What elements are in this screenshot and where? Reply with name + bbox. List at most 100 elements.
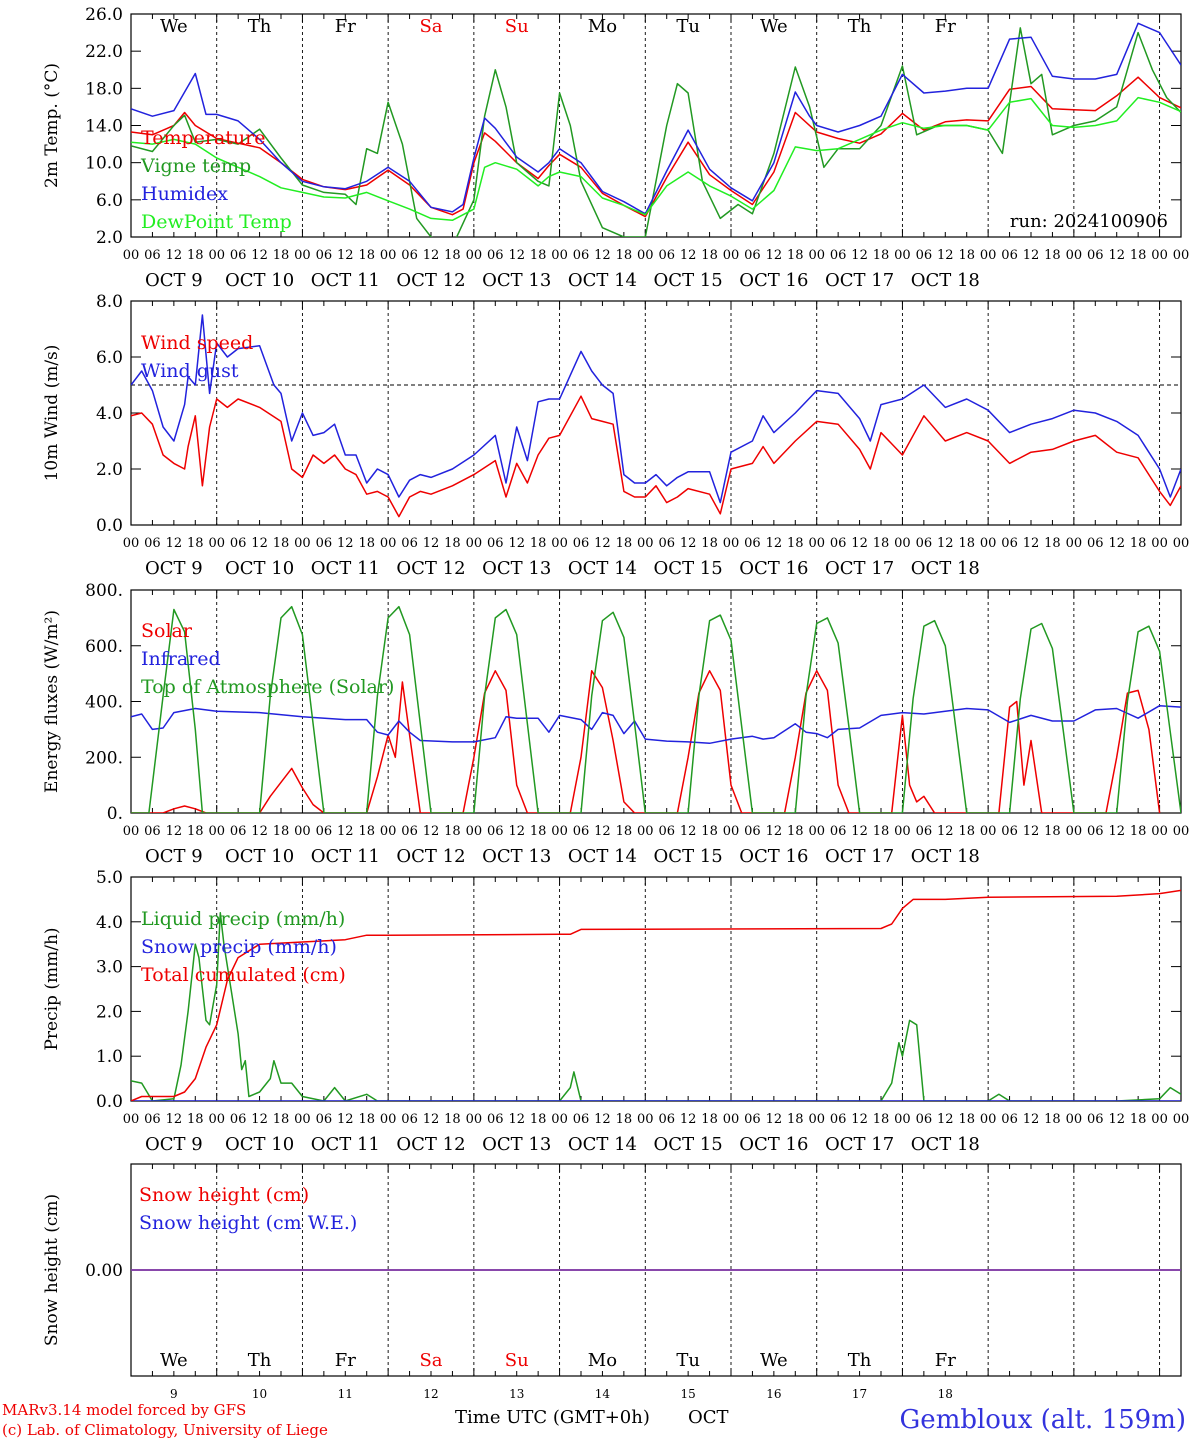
y-tick-label: 5.0 bbox=[96, 868, 123, 888]
hour-tick-label: 12 bbox=[251, 248, 268, 263]
hour-tick-label: 12 bbox=[937, 1112, 954, 1127]
hour-tick-label: 00 bbox=[466, 536, 483, 551]
hour-tick-label: 18 bbox=[1130, 248, 1147, 263]
hour-tick-label: 12 bbox=[766, 824, 783, 839]
series-line-2 bbox=[131, 314, 1181, 504]
y-tick-label: 2.0 bbox=[96, 460, 123, 480]
hour-tick-label: 06 bbox=[230, 1112, 247, 1127]
series-group bbox=[131, 314, 1181, 518]
hour-tick-label: 00 bbox=[551, 536, 568, 551]
legend-entry: Snow height (cm W.E.) bbox=[139, 1212, 357, 1234]
series-line-1 bbox=[131, 395, 1181, 518]
legend-entry: Temperature bbox=[141, 127, 265, 149]
hour-tick-label: 12 bbox=[508, 248, 525, 263]
hour-tick-label: 18 bbox=[787, 1112, 804, 1127]
hour-tick-label: 06 bbox=[658, 824, 675, 839]
hour-tick-label: 00 bbox=[466, 1112, 483, 1127]
y-tick-label: 10.0 bbox=[85, 154, 123, 174]
weekday-label: Th bbox=[848, 16, 872, 37]
hour-tick-label: 00 bbox=[1173, 536, 1190, 551]
weekday-label: Th bbox=[848, 1350, 872, 1371]
day-number-label: 11 bbox=[338, 1387, 353, 1401]
hour-tick-label: 12 bbox=[594, 1112, 611, 1127]
station-label: Gembloux (alt. 159m) bbox=[900, 1405, 1186, 1435]
hour-tick-label: 06 bbox=[744, 248, 761, 263]
y-tick-label: 600. bbox=[85, 637, 123, 657]
weekday-label: We bbox=[760, 16, 788, 37]
hour-tick-label: 18 bbox=[1044, 536, 1061, 551]
series-line-2 bbox=[131, 704, 1181, 745]
hour-tick-label: 18 bbox=[273, 536, 290, 551]
y-tick-label: 8.0 bbox=[96, 292, 123, 312]
date-label: OCT 14 bbox=[568, 558, 637, 579]
legend-entry: Solar bbox=[141, 620, 193, 642]
date-label: OCT 15 bbox=[654, 270, 723, 291]
date-label: OCT 9 bbox=[145, 1134, 203, 1155]
hour-tick-label: 00 bbox=[808, 824, 825, 839]
y-tick-label: 800. bbox=[85, 581, 123, 601]
hour-tick-label: 12 bbox=[1023, 1112, 1040, 1127]
hour-tick-label: 06 bbox=[316, 248, 333, 263]
weekday-label: We bbox=[760, 1350, 788, 1371]
hour-tick-label: 06 bbox=[830, 824, 847, 839]
weekday-label: Sa bbox=[419, 16, 442, 37]
hour-tick-label: 12 bbox=[251, 536, 268, 551]
hour-tick-label: 06 bbox=[744, 1112, 761, 1127]
hour-tick-label: 12 bbox=[166, 1112, 183, 1127]
hour-tick-label: 12 bbox=[937, 824, 954, 839]
hour-tick-label: 12 bbox=[766, 1112, 783, 1127]
hour-tick-label: 00 bbox=[123, 536, 140, 551]
hour-tick-label: 00 bbox=[637, 1112, 654, 1127]
legend-entry: Total cumulated (cm) bbox=[141, 964, 346, 986]
hour-tick-label: 12 bbox=[851, 536, 868, 551]
hour-tick-label: 00 bbox=[808, 248, 825, 263]
hour-tick-label: 12 bbox=[680, 1112, 697, 1127]
hour-tick-label: 12 bbox=[851, 824, 868, 839]
hour-tick-label: 12 bbox=[1108, 824, 1125, 839]
hour-tick-label: 18 bbox=[616, 536, 633, 551]
weekday-label: Su bbox=[505, 16, 529, 37]
hour-tick-label: 00 bbox=[980, 536, 997, 551]
hour-tick-label: 12 bbox=[508, 824, 525, 839]
hour-tick-label: 18 bbox=[616, 824, 633, 839]
date-label: OCT 14 bbox=[568, 1134, 637, 1155]
hour-tick-label: 00 bbox=[1066, 1112, 1083, 1127]
date-label: OCT 15 bbox=[654, 1134, 723, 1155]
hour-tick-label: 06 bbox=[401, 1112, 418, 1127]
hour-tick-label: 00 bbox=[894, 824, 911, 839]
panel-1: 2.0 6.0 10.0 14.0 18.0 22.0 26.0 2m Temp. (°C) T… bbox=[42, 5, 1189, 291]
hour-tick-label: 06 bbox=[916, 248, 933, 263]
hour-tick-label: 06 bbox=[573, 536, 590, 551]
date-label: OCT 10 bbox=[225, 846, 294, 867]
date-label: OCT 13 bbox=[482, 558, 551, 579]
hour-tick-label: 06 bbox=[830, 536, 847, 551]
hour-tick-label: 06 bbox=[573, 1112, 590, 1127]
date-label: OCT 18 bbox=[911, 1134, 980, 1155]
hour-tick-label: 12 bbox=[851, 1112, 868, 1127]
hour-tick-label: 12 bbox=[766, 536, 783, 551]
hour-tick-label: 18 bbox=[273, 1112, 290, 1127]
hour-tick-label: 18 bbox=[787, 824, 804, 839]
hour-tick-label: 12 bbox=[166, 536, 183, 551]
hour-tick-label: 00 bbox=[980, 1112, 997, 1127]
series-group bbox=[131, 22, 1181, 237]
hour-tick-label: 18 bbox=[1044, 824, 1061, 839]
panel-frame bbox=[130, 300, 1182, 526]
date-label: OCT 16 bbox=[739, 270, 808, 291]
panel-4: 0.0 1.0 2.0 3.0 4.0 5.0 Precip (mm/h) Liquid pr… bbox=[42, 868, 1189, 1155]
hour-tick-label: 06 bbox=[1001, 248, 1018, 263]
date-label: OCT 11 bbox=[311, 558, 380, 579]
hour-tick-label: 18 bbox=[187, 536, 204, 551]
series-line-4 bbox=[131, 96, 1181, 222]
hour-tick-label: 06 bbox=[144, 536, 161, 551]
hour-tick-label: 12 bbox=[1023, 536, 1040, 551]
hour-tick-label: 00 bbox=[551, 1112, 568, 1127]
hour-tick-label: 18 bbox=[358, 536, 375, 551]
date-label: OCT 12 bbox=[396, 558, 465, 579]
hour-tick-label: 06 bbox=[916, 1112, 933, 1127]
hour-tick-label: 06 bbox=[316, 536, 333, 551]
legend-entry: Humidex bbox=[141, 183, 228, 205]
weekday-label: Th bbox=[248, 16, 272, 37]
date-label: OCT 9 bbox=[145, 558, 203, 579]
weekday-label: Mo bbox=[588, 1350, 617, 1371]
